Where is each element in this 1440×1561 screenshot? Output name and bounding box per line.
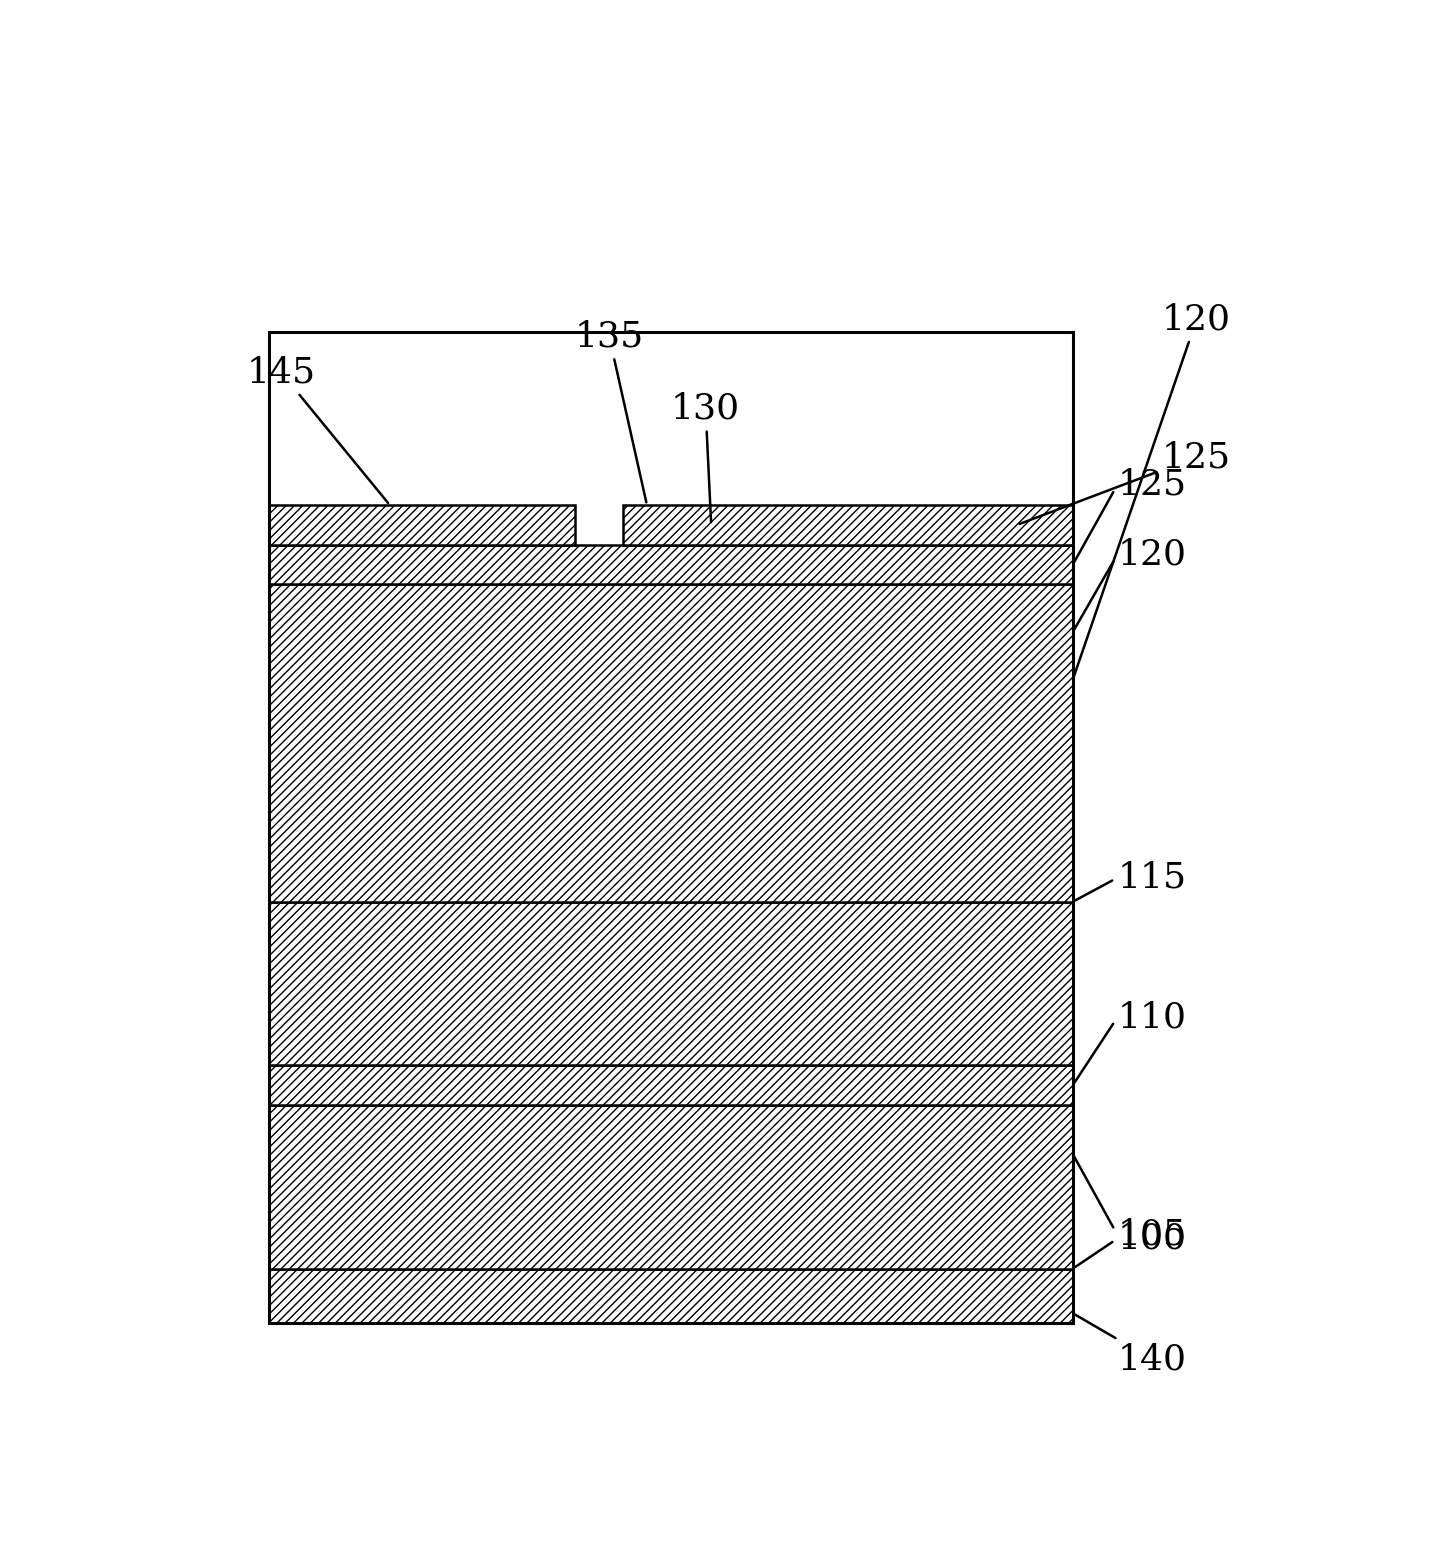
Text: 125: 125: [1074, 468, 1187, 562]
Text: 120: 120: [1074, 303, 1231, 677]
Text: 120: 120: [1074, 537, 1187, 629]
Bar: [269, 1105, 1073, 1269]
Text: 140: 140: [1076, 1314, 1187, 1377]
Bar: [269, 506, 575, 545]
Text: 130: 130: [671, 392, 740, 521]
Bar: [624, 506, 1073, 545]
Text: 125: 125: [1020, 440, 1231, 524]
Bar: [269, 584, 1073, 902]
Bar: [269, 1065, 1073, 1105]
Bar: [269, 1269, 1073, 1324]
Bar: [269, 545, 1073, 584]
Bar: [269, 331, 1073, 1324]
Text: 110: 110: [1074, 1001, 1187, 1083]
Text: 100: 100: [1076, 1222, 1187, 1268]
Text: 135: 135: [575, 320, 647, 503]
Text: 105: 105: [1074, 1157, 1187, 1252]
Text: 145: 145: [248, 356, 387, 503]
Text: 115: 115: [1076, 860, 1187, 901]
Bar: [269, 902, 1073, 1065]
